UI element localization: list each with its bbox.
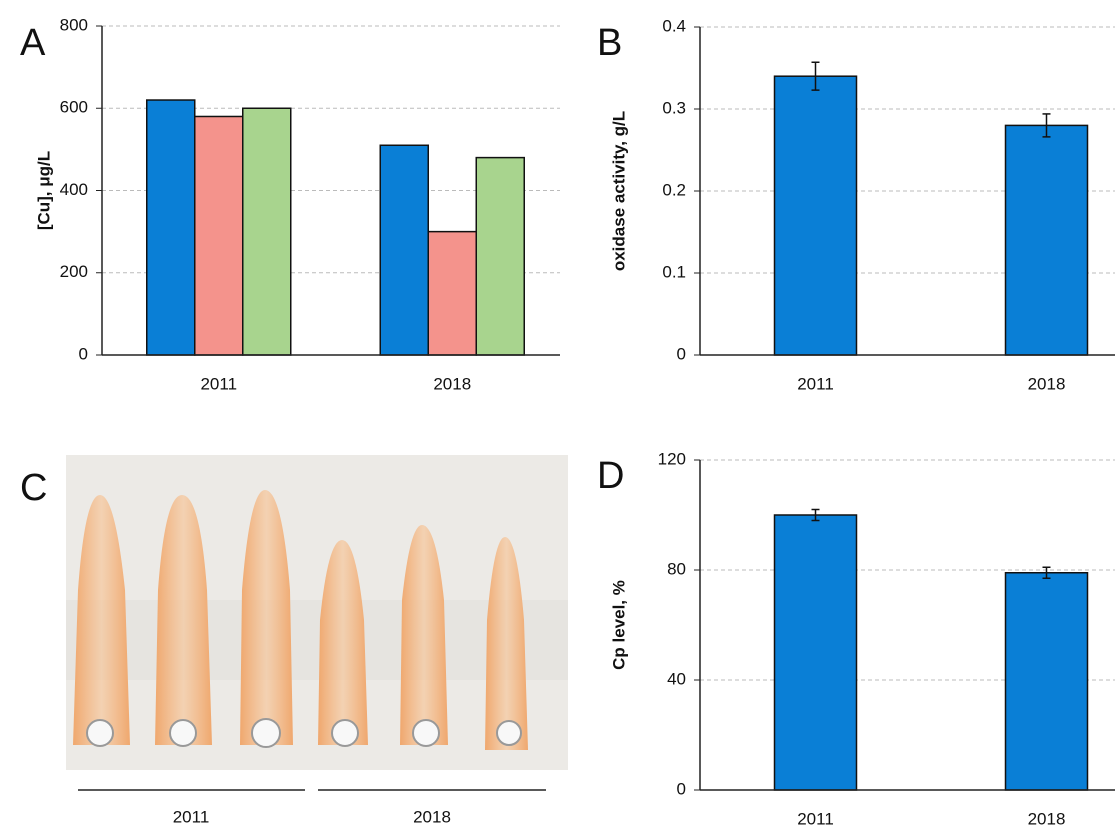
panel-label: A [20,22,46,64]
gel-image: 2011 2018 C [20,455,568,826]
y-tick-label: 80 [667,559,686,578]
panel-label: C [20,467,47,509]
x-tick-label: 2011 [797,809,834,828]
y-tick-label: 40 [667,669,686,688]
bar [775,515,857,790]
bar [476,158,524,355]
y-tick-label: 120 [658,449,686,468]
bar [243,108,291,355]
bar [380,145,428,355]
bar [147,100,195,355]
panel-label: D [597,455,624,497]
y-tick-label: 600 [60,98,88,117]
y-tick-label: 0.1 [662,262,686,281]
y-axis-label: Cp level, % [609,580,628,670]
y-tick-label: 200 [60,262,88,281]
x-tick-label: 2018 [1028,374,1066,393]
y-tick-label: 0 [677,779,686,798]
y-tick-label: 0.2 [662,180,686,199]
bar [1006,125,1088,355]
bar [428,232,476,355]
y-tick-label: 0.4 [662,16,686,35]
well [87,720,113,746]
page: 2011 2018 C A[Cu], μg/L02004006008002011… [0,0,1115,830]
y-tick-label: 0 [677,344,686,363]
y-tick-label: 0 [79,344,88,363]
bar [1006,573,1088,790]
bar [195,116,243,355]
x-tick-label: 2018 [1028,809,1066,828]
well [497,721,521,745]
x-tick-label: 2018 [433,374,471,393]
y-tick-label: 800 [60,15,88,34]
y-tick-label: 0.3 [662,98,686,117]
x-tick-label: 2011 [200,374,237,393]
well [413,720,439,746]
group-label: 2011 [173,807,210,826]
y-tick-label: 400 [60,180,88,199]
bar [775,76,857,355]
y-axis-label: oxidase activity, g/L [609,111,628,271]
group-label: 2018 [413,807,451,826]
x-tick-label: 2011 [797,374,834,393]
well [252,719,280,747]
well [332,720,358,746]
well [170,720,196,746]
panel-label: B [597,22,622,64]
figure: 2011 2018 C A[Cu], μg/L02004006008002011… [0,0,1115,830]
y-axis-label: [Cu], μg/L [34,151,53,230]
